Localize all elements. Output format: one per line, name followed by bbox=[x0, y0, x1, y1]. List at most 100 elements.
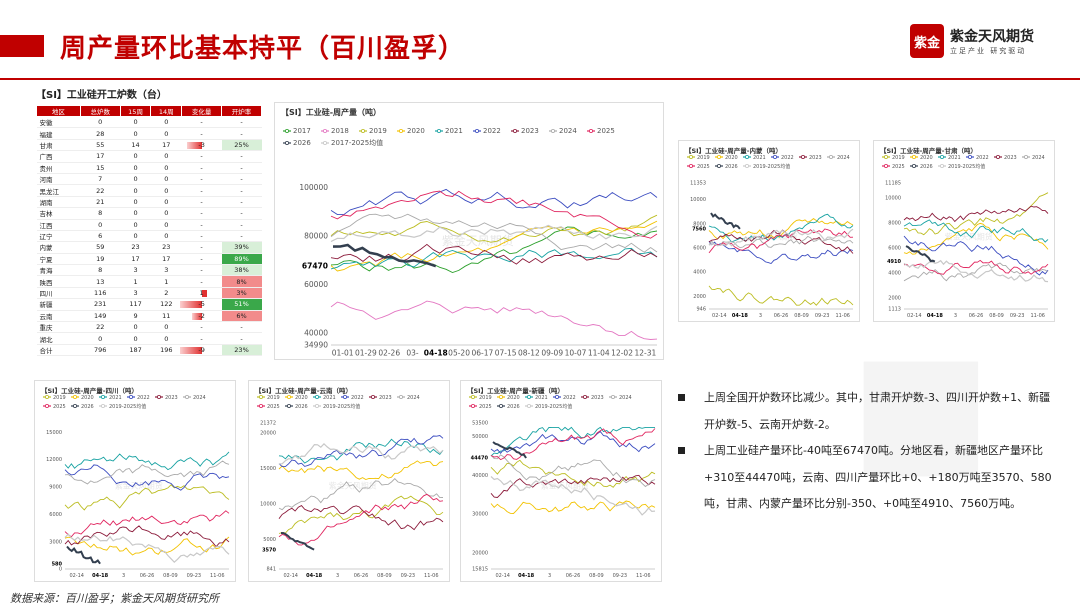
x-tick-label: 08-09 bbox=[163, 573, 178, 579]
series-line-2025 bbox=[330, 190, 658, 239]
legend-label: 2024 bbox=[619, 395, 632, 401]
legend-marker bbox=[940, 163, 945, 168]
legend-marker bbox=[717, 163, 722, 168]
legend-marker bbox=[315, 403, 320, 408]
legend-label: 2019 bbox=[53, 395, 66, 401]
x-tick-label: 06-26 bbox=[774, 313, 789, 319]
legend-label: 2019 bbox=[892, 155, 905, 161]
chart-svg: 2019 2020 2021 2022 2023 2024 2025 2026 2019-202… bbox=[882, 154, 1049, 319]
series-line-2024 bbox=[708, 235, 854, 249]
table-row: 四川 116 3 2 1 3% bbox=[36, 287, 262, 300]
series-line-avg bbox=[330, 224, 658, 243]
table-row: 湖北 0 0 0- - bbox=[36, 332, 262, 345]
legend-marker bbox=[315, 394, 320, 399]
table-cell: 0 bbox=[150, 162, 182, 174]
table-cell: - bbox=[181, 116, 222, 129]
legend-label: 2025 bbox=[267, 404, 280, 410]
series-line-2021 bbox=[490, 426, 655, 457]
change-value: - bbox=[200, 266, 203, 275]
table-cell: - bbox=[221, 219, 262, 231]
y-tick-label: 8000 bbox=[888, 221, 901, 227]
table-cell: - bbox=[221, 162, 262, 174]
table-cell: 0 bbox=[80, 116, 121, 129]
legend-label: 2021 bbox=[109, 395, 122, 401]
region-cell: 内蒙 bbox=[36, 241, 81, 254]
table-header-cell: 变化量 bbox=[181, 105, 223, 117]
series-line-2023 bbox=[64, 525, 230, 548]
table-cell: 8% bbox=[221, 275, 262, 288]
table-cell: 38% bbox=[221, 264, 262, 277]
furnace-table: 【SI】工业硅开工炉数（台） 地区 总炉数 15周 14周 变化量 开炉率 安徽 0 0 0- -… bbox=[36, 86, 262, 357]
chart-title: 【SI】工业硅-周产量-新疆（吨） bbox=[467, 387, 564, 395]
table-cell: 22 bbox=[80, 321, 121, 334]
legend-marker bbox=[499, 394, 504, 399]
legend-marker bbox=[717, 154, 722, 159]
table-row: 宁夏 19 17 17-89% bbox=[36, 253, 262, 266]
change-value: - bbox=[200, 277, 203, 286]
table-cell: 2 bbox=[150, 287, 182, 300]
table-cell: 17 bbox=[150, 253, 182, 266]
series-line-avg bbox=[708, 228, 854, 247]
legend-marker bbox=[499, 403, 504, 408]
x-tick-label: 04-18 bbox=[92, 573, 109, 579]
legend-marker bbox=[912, 154, 917, 159]
series-line-2021 bbox=[708, 213, 854, 243]
table-cell: - bbox=[181, 173, 222, 186]
legend-marker bbox=[157, 394, 162, 399]
table-cell: 13 bbox=[80, 275, 121, 288]
table-cell: 0 bbox=[120, 162, 151, 174]
table-cell: -2 bbox=[181, 310, 222, 323]
x-tick-label: 01-01 bbox=[332, 349, 354, 358]
series-line-2024 bbox=[64, 460, 230, 485]
legend-label: 2019 bbox=[369, 127, 387, 135]
series-line-avg bbox=[903, 259, 1049, 283]
legend-label: 2023 bbox=[379, 395, 392, 401]
page-title: 周产量环比基本持平（百川盈孚） bbox=[60, 34, 466, 64]
table-cell: - bbox=[181, 264, 222, 277]
legend-label: 2020 bbox=[295, 395, 308, 401]
change-value: -3 bbox=[198, 140, 205, 149]
legend-label: 2021 bbox=[445, 127, 463, 135]
y-tick-label: 10000 bbox=[260, 502, 276, 508]
table-cell: 0 bbox=[150, 127, 182, 140]
legend-marker bbox=[184, 394, 189, 399]
legend-marker bbox=[323, 128, 328, 133]
legend-label: 2021 bbox=[753, 155, 766, 161]
table-cell: - bbox=[181, 230, 222, 243]
legend-label: 2025 bbox=[697, 164, 710, 170]
x-tick-label: 11-06 bbox=[210, 573, 225, 579]
table-cell: 0 bbox=[150, 219, 182, 231]
chart-watermark: 紫金天风期货 bbox=[442, 233, 514, 248]
table-row: 安徽 0 0 0- - bbox=[36, 116, 262, 129]
region-cell: 贵州 bbox=[36, 162, 81, 174]
y-tick-label: 3000 bbox=[49, 539, 62, 545]
series-line-2020 bbox=[330, 220, 658, 272]
y-tick-label: 53500 bbox=[472, 421, 488, 427]
legend-marker bbox=[688, 154, 693, 159]
legend-label: 2022 bbox=[976, 155, 989, 161]
table-cell: 15 bbox=[80, 162, 121, 174]
x-tick-label: 02-14 bbox=[495, 573, 510, 579]
y-tick-label: 6000 bbox=[693, 245, 706, 251]
y-tick-label: 21372 bbox=[260, 421, 276, 427]
change-value: - bbox=[200, 163, 203, 172]
table-cell: - bbox=[181, 219, 222, 231]
table-cell: 17 bbox=[150, 139, 182, 152]
change-value: - bbox=[200, 209, 203, 218]
y-tick-label: 15000 bbox=[46, 430, 62, 436]
legend-label: 2022 bbox=[483, 127, 501, 135]
x-tick-label: 11-06 bbox=[1030, 313, 1045, 319]
x-tick-label: 06-26 bbox=[354, 573, 369, 579]
y-tick-label: 4910 bbox=[887, 259, 901, 265]
table-cell: -9 bbox=[179, 344, 222, 357]
title-divider bbox=[0, 78, 1080, 80]
x-tick-label: 04-18 bbox=[518, 573, 535, 579]
table-header-cell: 总炉数 bbox=[79, 105, 121, 117]
series-line-avg bbox=[278, 442, 444, 465]
x-tick-label: 11-06 bbox=[835, 313, 850, 319]
table-row: 江西 0 0 0- - bbox=[36, 219, 262, 231]
table-cell: - bbox=[181, 321, 222, 334]
background-seal: ■ bbox=[850, 320, 992, 494]
table-row: 陕西 13 1 1-8% bbox=[36, 275, 262, 288]
change-value: - bbox=[200, 186, 203, 195]
